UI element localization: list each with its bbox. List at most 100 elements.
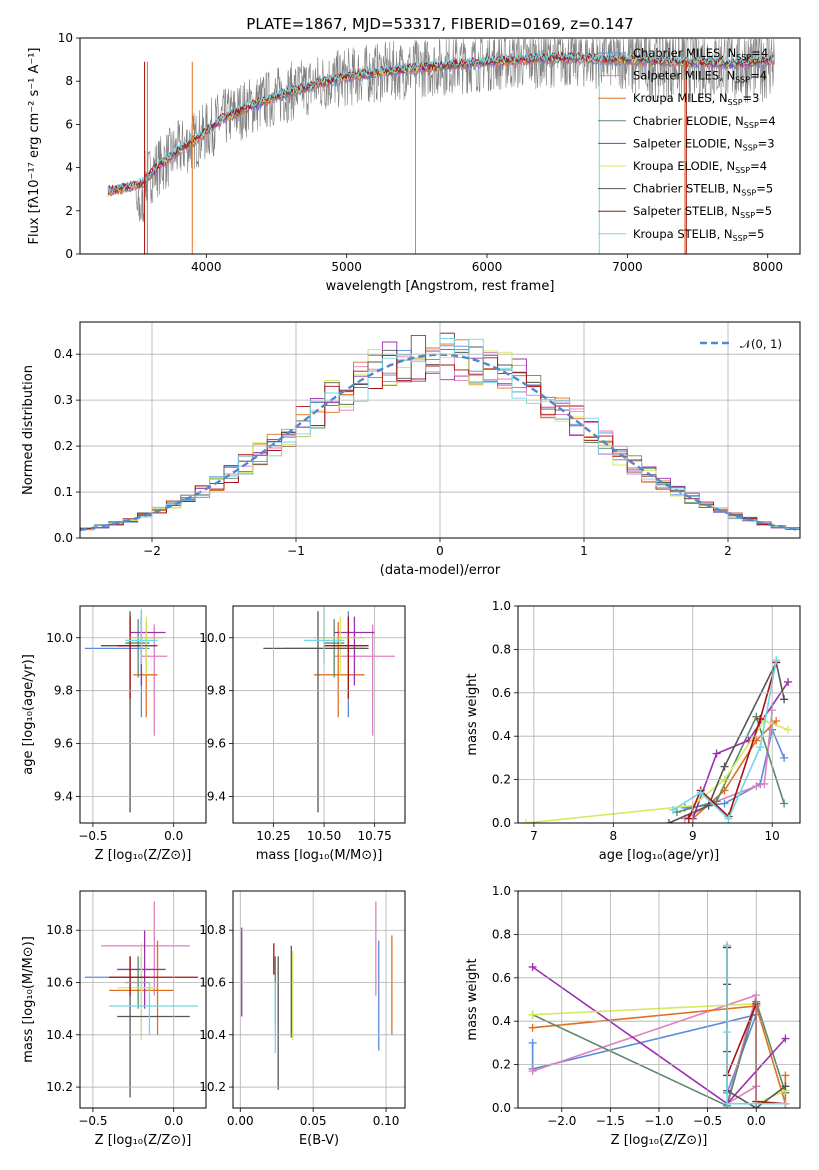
- y-tick-label: 0.8: [492, 927, 511, 941]
- y-tick-label: 0.6: [492, 686, 511, 700]
- legend-subscript: SSP: [735, 76, 750, 85]
- x-tick-label: 0.05: [300, 1114, 327, 1128]
- y-axis-label: mass weight: [465, 958, 480, 1040]
- weight-marker-KrouMILES: [528, 1023, 537, 1032]
- figure-title: PLATE=1867, MJD=53317, FIBERID=0169, z=0…: [246, 15, 633, 33]
- x-tick-label: 0.10: [373, 1114, 400, 1128]
- legend-subscript: SSP: [736, 53, 751, 62]
- age-vs-Z-plot-area: [84, 608, 168, 813]
- x-axis-label: age [log₁₀(age/yr)]: [599, 848, 720, 863]
- weight-marker-ChabMILES: [528, 1038, 537, 1047]
- y-tick-label: 9.8: [207, 684, 226, 698]
- weight-marker-ChabELODIE: [780, 799, 789, 808]
- age-vs-Z-axes-frame: [79, 605, 207, 824]
- weight-marker-SalpELODIE: [784, 677, 793, 686]
- y-axis-label: Flux [fλ10⁻¹⁷ erg cm⁻² s⁻¹ A⁻¹]: [27, 48, 42, 245]
- y-tick-label: 0.3: [54, 393, 73, 407]
- y-tick-label: 1.0: [492, 884, 511, 898]
- weight-marker-SalpELODIE: [712, 749, 721, 758]
- x-tick-label: 10: [765, 829, 780, 843]
- x-tick-label: 0.0: [164, 829, 183, 843]
- model-spectrum-ChabSTELIB: [107, 52, 775, 194]
- x-tick-label: 8: [610, 829, 618, 843]
- y-tick-label: 9.8: [54, 684, 73, 698]
- y-tick-label: 0.1: [54, 485, 73, 499]
- residual-histogram-SalpSTELIB: [80, 355, 800, 529]
- x-tick-label: −2.0: [547, 1114, 576, 1128]
- weight-marker-KrouSTELIB: [696, 788, 705, 797]
- weight-line-SalpELODIE: [692, 681, 789, 819]
- weight-marker-ChabSTELIB: [780, 695, 789, 704]
- legend-entry: Salpeter MILES, NSSP=4: [633, 69, 767, 85]
- x-tick-label: 2: [724, 544, 732, 558]
- weight-vs-Z-axes-frame: [517, 890, 801, 1109]
- y-tick-label: 10.4: [199, 1028, 226, 1042]
- x-axis-label: Z [log₁₀(Z/Z⊙)]: [95, 1133, 192, 1148]
- x-tick-label: 9: [689, 829, 697, 843]
- weight-marker-KrouSTELIB: [668, 805, 677, 814]
- x-tick-label: −1.5: [596, 1114, 625, 1128]
- model-spectrum-KrouSTELIB: [107, 50, 775, 194]
- legend-subscript: SSP: [733, 234, 748, 243]
- weight-line-KrouSTELIB: [672, 660, 777, 821]
- legend-entry: Kroupa STELIB, NSSP=5: [633, 227, 764, 243]
- weight-marker-KrouSTELIB: [723, 1099, 732, 1108]
- y-tick-label: 10.2: [46, 1080, 73, 1094]
- x-tick-label: 7000: [612, 260, 643, 274]
- weight-marker-ChabSTELIB: [664, 819, 673, 823]
- weight-vs-age-plot-area: [521, 656, 793, 823]
- x-tick-label: 4000: [191, 260, 222, 274]
- x-tick-label: −0.5: [78, 1114, 107, 1128]
- y-tick-label: 6: [65, 117, 73, 131]
- y-tick-label: 1.0: [492, 599, 511, 613]
- y-axis-label: age [log₁₀(age/yr)]: [21, 654, 36, 775]
- age-vs-mass-plot-area: [263, 608, 395, 813]
- x-tick-label: 5000: [331, 260, 362, 274]
- legend-subscript: SSP: [743, 143, 758, 152]
- residuals-axes-frame: [79, 321, 801, 539]
- weight-marker-ChabMILES: [720, 799, 729, 808]
- x-tick-label: 10.50: [307, 829, 341, 843]
- weight-marker-SalpELODIE: [781, 1034, 790, 1043]
- weight-line-ChabELODIE: [532, 998, 787, 1107]
- x-tick-label: −0.5: [78, 829, 107, 843]
- y-tick-label: 10.0: [46, 631, 73, 645]
- weight-marker-KrouSTELIB: [772, 656, 781, 665]
- y-tick-label: 10.6: [46, 976, 73, 990]
- weight-marker-KrouSTELIB: [723, 1028, 732, 1037]
- legend-entry: Chabrier ELODIE, NSSP=4: [633, 114, 776, 130]
- weight-marker-SalpMILES: [760, 779, 769, 788]
- legend-entry: 𝒩(0, 1): [740, 337, 782, 351]
- y-tick-label: 0: [65, 247, 73, 261]
- x-axis-label: Z [log₁₀(Z/Z⊙)]: [611, 1133, 708, 1148]
- weight-marker-KrouSTELIB: [724, 814, 733, 823]
- weight-marker-SalpELODIE: [528, 962, 537, 971]
- mass-vs-Z-plot-area: [84, 901, 198, 1098]
- x-tick-label: 1: [580, 544, 588, 558]
- y-axis-label: mass [log₁₀(M/M⊙)]: [21, 936, 36, 1063]
- weight-marker-ChabELODIE: [712, 797, 721, 806]
- legend-subscript: SSP: [741, 189, 756, 198]
- weight-marker-SalpMILES: [752, 782, 761, 791]
- legend-tail: =4: [750, 159, 767, 173]
- y-tick-label: 10.4: [46, 1028, 73, 1042]
- legend-tail: =4: [750, 69, 767, 83]
- weight-vs-age-axes-frame: [517, 605, 801, 824]
- x-tick-label: 10.25: [256, 829, 290, 843]
- legend-tail: =5: [755, 204, 772, 218]
- weight-marker-KrouMILES: [781, 1071, 790, 1080]
- weight-marker-KrouSTELIB: [723, 941, 732, 950]
- y-tick-label: 4: [65, 161, 73, 175]
- y-tick-label: 10: [58, 31, 73, 45]
- y-tick-label: 0.4: [54, 347, 73, 361]
- x-axis-label: mass [log₁₀(M/M⊙)]: [256, 848, 383, 863]
- y-tick-label: 10.8: [199, 923, 226, 937]
- y-tick-label: 0.6: [492, 971, 511, 985]
- mass-vs-EBV-plot-area: [241, 901, 393, 1090]
- weight-marker-KrouELODIE: [784, 725, 793, 734]
- y-tick-label: 0.4: [492, 1014, 511, 1028]
- y-tick-label: 0.2: [492, 1058, 511, 1072]
- y-tick-label: 8: [65, 74, 73, 88]
- y-tick-label: 10.2: [199, 1080, 226, 1094]
- weight-marker-SalpSTELIB: [756, 714, 765, 723]
